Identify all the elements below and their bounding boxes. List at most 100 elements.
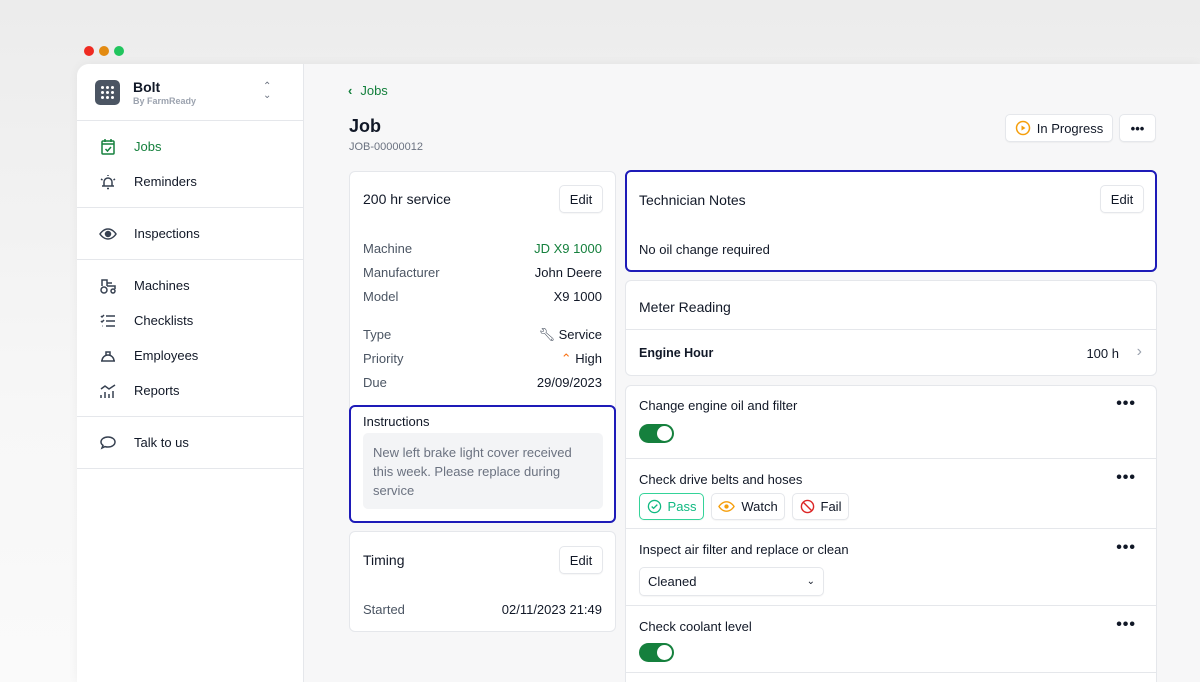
workspace-switcher[interactable]: Bolt By FarmReady ⌃ ⌄ (77, 64, 303, 121)
service-title: 200 hr service (363, 191, 451, 207)
field-value: Service (558, 327, 602, 342)
checklist-item: Check drive belts and hoses ••• Pass Wat… (626, 458, 1156, 528)
checklist-divider (626, 672, 1156, 682)
watch-option-button[interactable]: Watch (711, 493, 785, 520)
sidebar: Bolt By FarmReady ⌃ ⌄ Jobs Reminders Insp… (77, 64, 304, 682)
option-label: Watch (741, 499, 778, 514)
field-label: Manufacturer (363, 265, 440, 280)
sidebar-item-jobs[interactable]: Jobs (77, 129, 303, 164)
sidebar-item-inspections[interactable]: Inspections (77, 216, 303, 251)
chat-icon (100, 435, 116, 449)
service-card: 200 hr service Edit Machine JD X9 1000 Ma… (349, 171, 616, 523)
field-label: Model (363, 289, 399, 304)
field-label: Machine (363, 241, 413, 256)
eye-icon (718, 501, 736, 512)
option-label: Pass (667, 499, 697, 514)
sidebar-item-label: Employees (134, 348, 199, 363)
calendar-check-icon (101, 138, 115, 155)
instructions-section[interactable]: Instructions New left brake light cover … (349, 405, 616, 523)
eye-icon (99, 227, 117, 240)
sidebar-item-talk-to-us[interactable]: Talk to us (77, 425, 303, 460)
back-link-label: Jobs (360, 83, 388, 98)
checklist-item: Change engine oil and filter ••• (626, 386, 1156, 458)
sidebar-item-label: Reminders (134, 174, 197, 189)
chevron-up-icon: ⌃ (560, 351, 576, 366)
sidebar-item-reports[interactable]: Reports (77, 373, 303, 408)
started-value: 02/11/2023 21:49 (501, 602, 602, 617)
checklist-icon (100, 313, 115, 327)
edit-service-button[interactable]: Edit (559, 185, 603, 213)
job-id: JOB-00000012 (349, 141, 423, 153)
checklist-item-label: Check drive belts and hoses (639, 472, 803, 487)
air-filter-select[interactable]: Cleaned ⌄ (639, 567, 824, 596)
brand-name: Bolt (133, 79, 161, 95)
sidebar-item-machines[interactable]: Machines (77, 268, 303, 303)
field-label: Type (363, 327, 392, 342)
item-more-button[interactable]: ••• (1116, 469, 1136, 486)
technician-notes-card[interactable]: Technician Notes Edit No oil change requ… (625, 170, 1157, 272)
meter-title: Meter Reading (639, 299, 731, 315)
checklist-item: Check coolant level ••• (626, 605, 1156, 672)
back-link[interactable]: ‹ Jobs (348, 83, 388, 98)
close-window-button[interactable] (84, 46, 94, 56)
chevron-up-down-icon: ⌃ ⌄ (263, 81, 272, 101)
engine-hour-label: Engine Hour (639, 346, 714, 360)
field-label: Priority (363, 351, 404, 366)
edit-timing-button[interactable]: Edit (559, 546, 603, 574)
field-value: High (575, 351, 602, 366)
more-options-button[interactable]: ••• (1119, 114, 1156, 142)
chevron-left-icon: ‹ (348, 83, 353, 98)
item-more-button[interactable]: ••• (1116, 616, 1136, 633)
sidebar-item-label: Reports (134, 383, 180, 398)
field-label: Due (363, 375, 387, 390)
maximize-window-button[interactable] (114, 46, 124, 56)
item-more-button[interactable]: ••• (1116, 539, 1136, 556)
checklist-item-label: Change engine oil and filter (639, 398, 798, 413)
sidebar-item-label: Inspections (134, 226, 200, 241)
play-circle-icon (1015, 120, 1030, 136)
wrench-icon: 🔧︎ (538, 327, 559, 342)
status-label: In Progress (1036, 120, 1104, 136)
chevron-right-icon: › (1136, 343, 1142, 360)
field-label: Started (363, 602, 405, 617)
main-content: ‹ Jobs Job JOB-00000012 In Progress ••• 2… (304, 64, 1200, 682)
instructions-label: Instructions (363, 414, 430, 429)
checklist-toggle[interactable] (639, 643, 674, 662)
chevron-down-icon: ⌄ (806, 576, 815, 587)
sidebar-item-label: Machines (134, 278, 190, 293)
instructions-text: New left brake light cover received this… (363, 433, 603, 509)
hard-hat-icon (101, 350, 115, 362)
page-title: Job (349, 116, 382, 136)
engine-hour-row[interactable]: Engine Hour 100 h › (626, 329, 1156, 376)
fail-option-button[interactable]: Fail (792, 493, 849, 520)
sidebar-item-checklists[interactable]: Checklists (77, 303, 303, 338)
machine-link[interactable]: JD X9 1000 (534, 241, 602, 256)
sidebar-item-employees[interactable]: Employees (77, 338, 303, 373)
bell-icon (100, 174, 116, 189)
timing-card: Timing Edit Started 02/11/2023 21:49 (349, 531, 616, 632)
checklist-item-label: Check coolant level (639, 619, 752, 634)
pass-option-button[interactable]: Pass (639, 493, 704, 520)
tractor-icon (100, 278, 116, 294)
checklist-toggle[interactable] (639, 424, 674, 443)
item-more-button[interactable]: ••• (1116, 395, 1136, 412)
status-button[interactable]: In Progress (1005, 114, 1113, 142)
sidebar-item-reminders[interactable]: Reminders (77, 164, 303, 199)
sidebar-item-label: Jobs (134, 139, 162, 154)
minimize-window-button[interactable] (99, 46, 109, 56)
checklist-item-label: Inspect air filter and replace or clean (639, 542, 849, 557)
edit-notes-button[interactable]: Edit (1100, 185, 1144, 213)
window-controls (84, 46, 124, 56)
notes-title: Technician Notes (639, 192, 746, 208)
meter-reading-card: Meter Reading Engine Hour 100 h › (625, 280, 1157, 376)
checklist-card: Change engine oil and filter ••• Check d… (625, 385, 1157, 682)
check-circle-icon (647, 499, 661, 514)
sidebar-item-label: Talk to us (134, 435, 189, 450)
notes-text: No oil change required (639, 242, 770, 257)
ban-icon (800, 499, 814, 514)
app-logo-icon (95, 80, 120, 105)
sidebar-item-label: Checklists (134, 313, 194, 328)
field-value: 29/09/2023 (536, 375, 602, 390)
checklist-item: Inspect air filter and replace or clean … (626, 528, 1156, 605)
chart-icon (100, 383, 116, 398)
